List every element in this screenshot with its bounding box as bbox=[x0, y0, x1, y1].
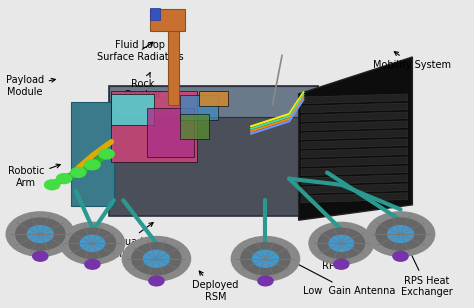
Polygon shape bbox=[301, 130, 408, 140]
FancyBboxPatch shape bbox=[168, 18, 179, 105]
Circle shape bbox=[56, 174, 72, 184]
Circle shape bbox=[71, 168, 86, 177]
Circle shape bbox=[16, 218, 65, 250]
Text: Low  Gain Antenna: Low Gain Antenna bbox=[276, 253, 396, 296]
FancyBboxPatch shape bbox=[180, 95, 218, 120]
Circle shape bbox=[60, 222, 125, 264]
Text: Robotic
Arm: Robotic Arm bbox=[8, 164, 60, 188]
Text: UHF Quad
Helix: UHF Quad Helix bbox=[94, 223, 153, 259]
Circle shape bbox=[122, 237, 191, 281]
Circle shape bbox=[69, 228, 116, 258]
Polygon shape bbox=[301, 112, 408, 122]
Circle shape bbox=[144, 250, 169, 267]
Polygon shape bbox=[301, 175, 408, 185]
FancyBboxPatch shape bbox=[111, 91, 197, 162]
Circle shape bbox=[366, 212, 435, 256]
Circle shape bbox=[241, 243, 290, 275]
Polygon shape bbox=[301, 121, 408, 131]
Polygon shape bbox=[301, 139, 408, 149]
FancyBboxPatch shape bbox=[71, 102, 114, 206]
Circle shape bbox=[334, 259, 349, 269]
Polygon shape bbox=[301, 184, 408, 194]
FancyBboxPatch shape bbox=[147, 108, 194, 157]
FancyBboxPatch shape bbox=[150, 9, 185, 31]
Circle shape bbox=[388, 226, 413, 242]
Text: Fluid Loop
Surface Radiators: Fluid Loop Surface Radiators bbox=[97, 40, 183, 62]
Polygon shape bbox=[301, 103, 408, 113]
Circle shape bbox=[318, 228, 365, 258]
Circle shape bbox=[132, 243, 181, 275]
Circle shape bbox=[6, 212, 74, 256]
Circle shape bbox=[33, 251, 48, 261]
Circle shape bbox=[231, 237, 300, 281]
Circle shape bbox=[329, 235, 354, 251]
Circle shape bbox=[393, 251, 408, 261]
Text: Mobility System: Mobility System bbox=[374, 52, 451, 70]
Text: RPS Heat
Exchanger: RPS Heat Exchanger bbox=[401, 245, 453, 297]
FancyBboxPatch shape bbox=[150, 8, 160, 20]
FancyBboxPatch shape bbox=[109, 86, 318, 216]
Text: RPS: RPS bbox=[315, 241, 341, 271]
Polygon shape bbox=[301, 157, 408, 167]
Polygon shape bbox=[301, 94, 408, 104]
Circle shape bbox=[309, 222, 374, 264]
Circle shape bbox=[27, 226, 53, 242]
Text: Payload
Module: Payload Module bbox=[6, 75, 55, 97]
Polygon shape bbox=[301, 193, 408, 203]
Circle shape bbox=[85, 160, 100, 170]
Text: Deployed
RSM: Deployed RSM bbox=[192, 271, 239, 302]
Circle shape bbox=[149, 276, 164, 286]
Polygon shape bbox=[301, 148, 408, 158]
Circle shape bbox=[99, 149, 114, 159]
Circle shape bbox=[258, 276, 273, 286]
Circle shape bbox=[85, 259, 100, 269]
FancyBboxPatch shape bbox=[109, 86, 318, 117]
Circle shape bbox=[80, 235, 105, 251]
Polygon shape bbox=[299, 57, 412, 220]
Circle shape bbox=[45, 180, 60, 190]
FancyBboxPatch shape bbox=[199, 91, 228, 106]
Polygon shape bbox=[301, 166, 408, 176]
Circle shape bbox=[376, 218, 425, 250]
FancyBboxPatch shape bbox=[111, 94, 154, 125]
Circle shape bbox=[253, 250, 278, 267]
Text: Rock
Crusher: Rock Crusher bbox=[123, 73, 161, 100]
FancyBboxPatch shape bbox=[180, 114, 209, 139]
